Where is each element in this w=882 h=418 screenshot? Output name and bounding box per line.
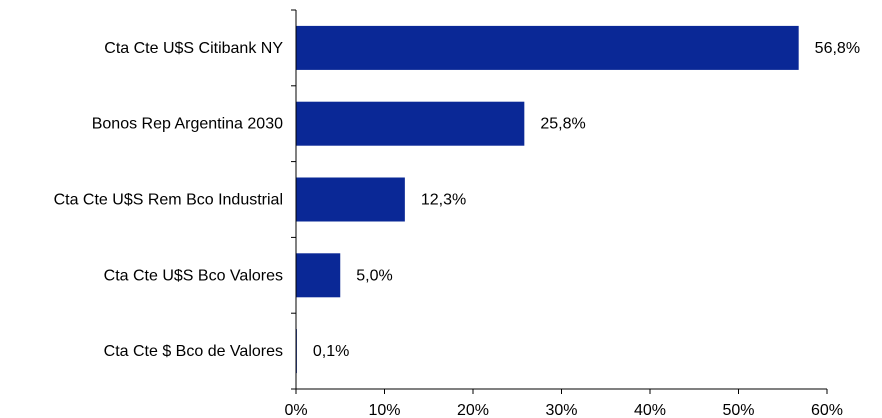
axes-group	[291, 9, 828, 394]
x-tick-label: 60%	[811, 402, 843, 418]
category-label: Bonos Rep Argentina 2030	[92, 116, 283, 133]
x-tick-label: 20%	[457, 402, 489, 418]
category-label: Cta Cte U$S Citibank NY	[104, 40, 283, 57]
data-label: 56,8%	[815, 40, 860, 57]
data-label: 0,1%	[313, 343, 349, 360]
labels-group: Cta Cte U$S Citibank NY 56,8% Bonos Rep Ar…	[54, 40, 860, 418]
category-label: Cta Cte U$S Rem Bco Industrial	[54, 192, 283, 209]
data-label: 25,8%	[540, 116, 585, 133]
x-tick-label: 50%	[722, 402, 754, 418]
bar-1	[296, 25, 799, 70]
data-label: 12,3%	[421, 192, 466, 209]
x-tick-label: 0%	[284, 402, 307, 418]
category-label: Cta Cte U$S Bco Valores	[104, 267, 283, 284]
bar-4	[296, 253, 341, 298]
category-label: Cta Cte $ Bco de Valores	[104, 343, 283, 360]
bar-2	[296, 101, 525, 146]
x-tick-label: 30%	[545, 402, 577, 418]
bars-group	[296, 25, 799, 374]
x-tick-label: 10%	[368, 402, 400, 418]
data-label: 5,0%	[356, 267, 392, 284]
x-tick-label: 40%	[634, 402, 666, 418]
bar-3	[296, 177, 405, 222]
